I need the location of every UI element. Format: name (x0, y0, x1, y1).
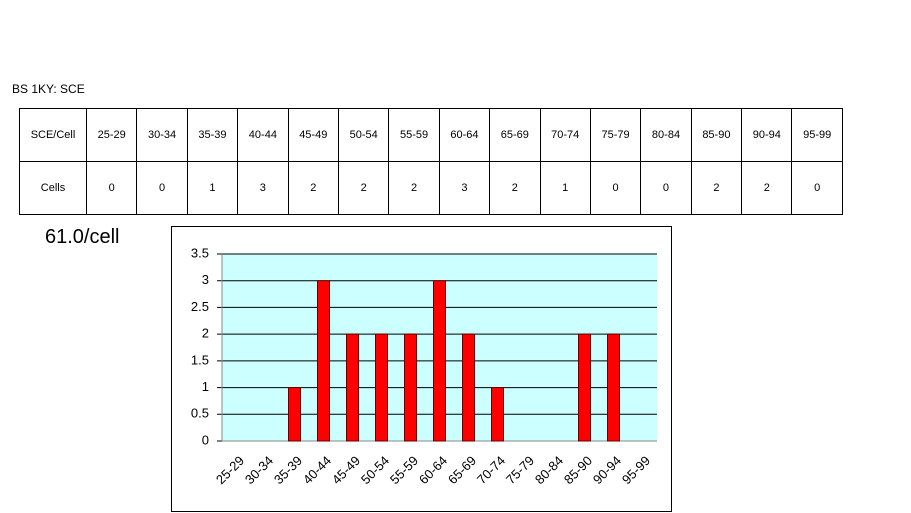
bar (375, 333, 388, 442)
table-cell: 3 (438, 161, 491, 215)
bar (578, 333, 591, 442)
table-cell: 0 (791, 161, 843, 215)
table-cell: 2 (489, 161, 541, 215)
bar (346, 333, 359, 442)
data-table: SCE/Cell 25-29 30-34 35-39 40-44 45-49 50-54 55… (19, 108, 843, 215)
table-cell: 90-94 (741, 108, 793, 162)
table-cell: SCE/Cell (19, 108, 87, 162)
y-tick-label: 1.5 (191, 352, 209, 367)
y-tick-label: 1 (202, 379, 209, 394)
table-cell: 2 (287, 161, 339, 215)
annotation: 61.0/cell (45, 226, 120, 248)
table-cell: 2 (690, 161, 743, 215)
bar (607, 333, 620, 442)
table-cell: 3 (237, 161, 289, 215)
y-tick-label: 2.5 (191, 299, 209, 314)
y-tick-label: 3.5 (191, 245, 209, 260)
y-tick-label: 2 (202, 326, 209, 341)
table-row: Cells 0 0 1 3 2 2 2 3 2 1 0 0 2 2 0 (19, 161, 843, 215)
table-cell: 50-54 (337, 108, 390, 162)
table-cell: 95-99 (791, 108, 843, 162)
bar (491, 387, 504, 442)
y-tick-label: 0.5 (191, 406, 209, 421)
table-cell: 55-59 (388, 108, 440, 162)
table-cell: 2 (741, 161, 793, 215)
bar (462, 333, 475, 442)
bar (317, 280, 330, 442)
table-cell: 30-34 (136, 108, 188, 162)
page-title: BS 1KY: SCE (12, 82, 85, 96)
y-tick-label: 0 (202, 432, 209, 447)
table-cell: 25-29 (85, 108, 138, 162)
table-cell: 85-90 (690, 108, 743, 162)
table-cell: 0 (589, 161, 642, 215)
bar (288, 387, 301, 442)
bar (433, 280, 446, 442)
table-cell: 2 (388, 161, 440, 215)
table-cell: 0 (640, 161, 692, 215)
table-cell: 2 (337, 161, 390, 215)
y-tick-label: 3 (202, 272, 209, 287)
table-cell: 70-74 (539, 108, 591, 162)
bar (404, 333, 417, 442)
